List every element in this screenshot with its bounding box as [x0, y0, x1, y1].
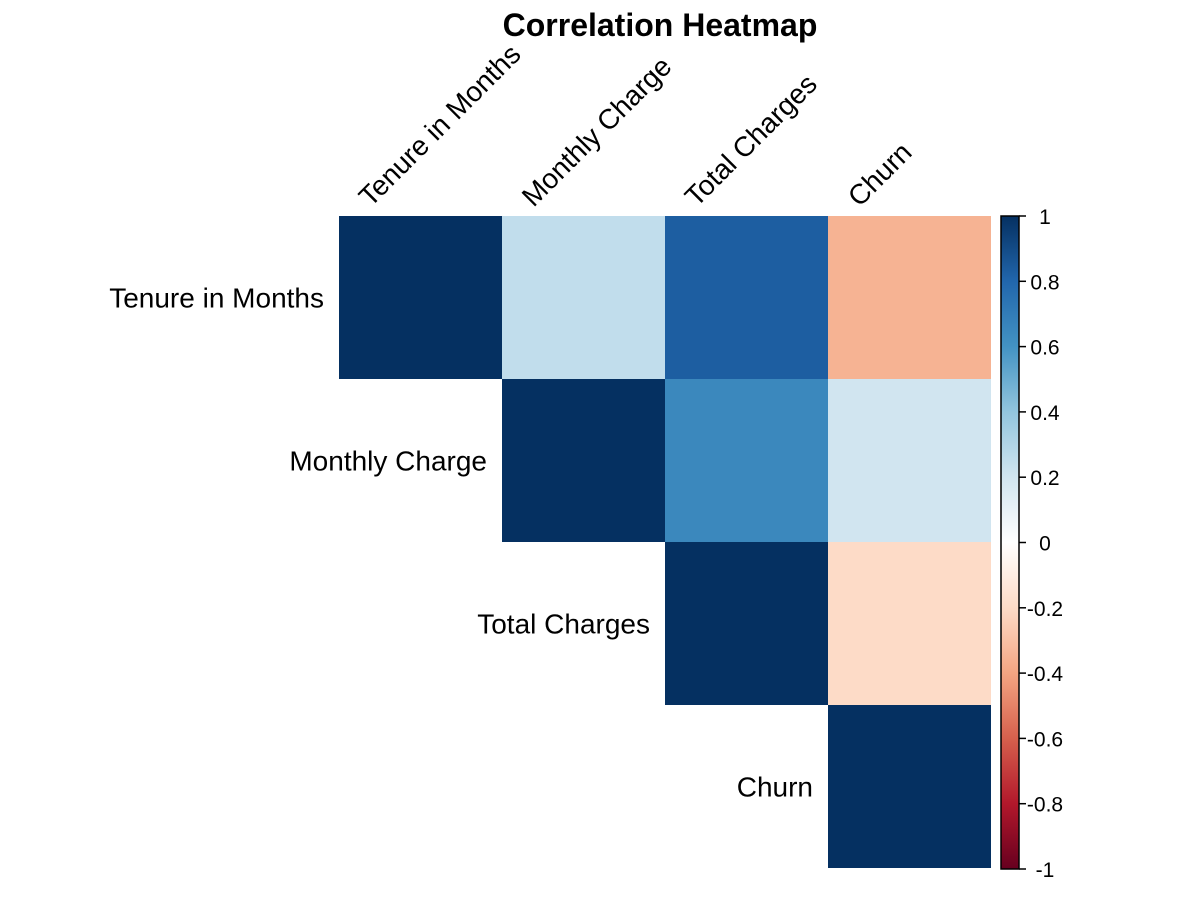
column-label-monthly-charge: Monthly Charge — [516, 51, 678, 213]
legend-tick-label: -1 — [1036, 859, 1055, 882]
legend-tick-label: 0 — [1039, 533, 1051, 556]
row-label-tenure-in-months: Tenure in Months — [109, 283, 324, 314]
legend-tick-label: 1 — [1039, 206, 1051, 229]
legend-tick-label: 0.8 — [1030, 271, 1059, 294]
heatmap-cell-tenure-in-months-x-tenure-in-months — [339, 216, 502, 379]
legend-tick-label: -0.4 — [1027, 663, 1064, 686]
legend-tick-label: -0.2 — [1027, 598, 1063, 621]
heatmap-cell-total-charges-x-churn — [828, 542, 991, 705]
heatmap-cell-tenure-in-months-x-churn — [828, 216, 991, 379]
color-legend-bar — [1000, 215, 1020, 870]
legend-tick-label: -0.6 — [1027, 728, 1063, 751]
row-label-churn: Churn — [737, 772, 813, 803]
legend-tick-label: -0.8 — [1027, 794, 1063, 817]
heatmap-cell-monthly-charge-x-monthly-charge — [502, 379, 665, 542]
legend-tick-label: 0.2 — [1030, 467, 1059, 490]
row-label-total-charges: Total Charges — [477, 609, 650, 640]
color-legend-ticks: 1 0.8 0.6 0.4 0.2 0 -0.2 -0.4 -0.6 -0.8 -1 — [1019, 206, 1063, 882]
legend-tick-label: 0.6 — [1030, 337, 1059, 360]
heatmap-cell-total-charges-x-total-charges — [665, 542, 828, 705]
heatmap-cell-tenure-in-months-x-monthly-charge — [502, 216, 665, 379]
heatmap-cell-monthly-charge-x-total-charges — [665, 379, 828, 542]
column-label-tenure-in-months: Tenure in Months — [353, 38, 527, 212]
color-legend: 1 0.8 0.6 0.4 0.2 0 -0.2 -0.4 -0.6 -0.8 -1 — [1000, 206, 1063, 882]
column-label-total-charges: Total Charges — [679, 68, 823, 212]
heatmap-cell-churn-x-churn — [828, 705, 991, 868]
row-label-monthly-charge: Monthly Charge — [289, 446, 487, 477]
heatmap-cells — [339, 216, 991, 868]
row-labels: Tenure in Months Monthly Charge Total Char… — [109, 283, 813, 803]
legend-tick-label: 0.4 — [1030, 402, 1060, 425]
chart-title: Correlation Heatmap — [503, 7, 818, 43]
column-label-churn: Churn — [842, 136, 918, 212]
heatmap-cell-monthly-charge-x-churn — [828, 379, 991, 542]
heatmap-cell-tenure-in-months-x-total-charges — [665, 216, 828, 379]
